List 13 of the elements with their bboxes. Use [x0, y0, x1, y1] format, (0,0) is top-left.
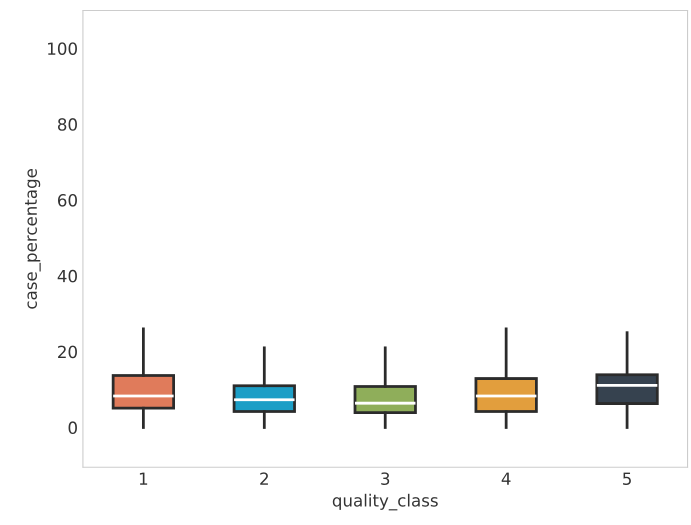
- x-tick-label: 5: [623, 472, 631, 486]
- x-axis-title: quality_class: [332, 494, 438, 510]
- y-tick-label: 0: [68, 421, 77, 434]
- x-tick-label: 2: [260, 472, 268, 485]
- x-tick-label: 3: [381, 472, 390, 486]
- y-tick-label: 20: [58, 346, 77, 358]
- y-tick-label: 40: [58, 270, 77, 282]
- y-tick-label: 60: [58, 194, 77, 207]
- y-axis-title: case_percentage: [25, 169, 41, 309]
- y-tick-label: 100: [48, 42, 77, 55]
- x-tick-label: 1: [140, 472, 148, 485]
- y-tick-label: 80: [58, 118, 77, 131]
- x-tick-label: 4: [502, 472, 511, 485]
